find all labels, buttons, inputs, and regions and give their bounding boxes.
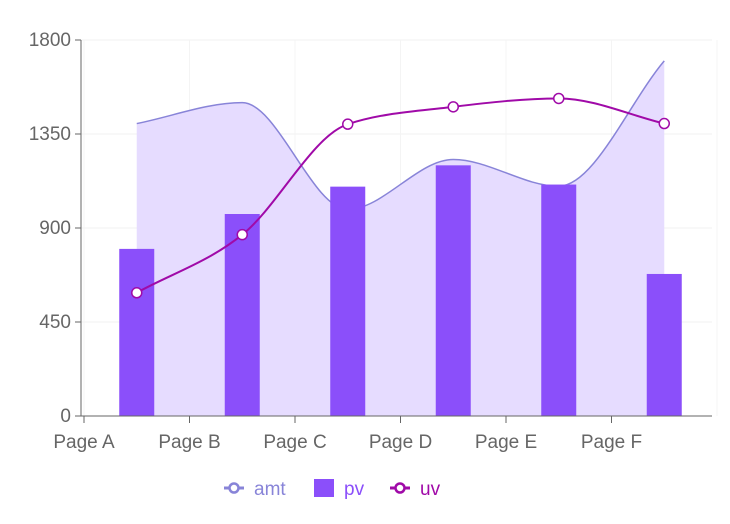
y-tick-label: 900: [39, 218, 71, 239]
amt-area-series: [136, 60, 665, 417]
pv-bar: [646, 273, 682, 416]
legend-item-uv: uv: [390, 479, 441, 500]
x-tick-label: Page F: [581, 432, 642, 453]
y-tick-label: 450: [39, 312, 71, 333]
x-tick-label: Page C: [263, 432, 326, 453]
axes: 0 450 900 1350 1800 Page A Page B Page C Page D P…: [29, 30, 712, 453]
uv-line-series: [131, 92, 670, 299]
legend-swatch-dot: [228, 482, 240, 494]
x-tick-label: Page B: [158, 432, 220, 453]
legend-label: amt: [254, 479, 286, 500]
y-tick-label: 0: [60, 406, 71, 427]
legend-swatch: [314, 479, 334, 497]
uv-line: [136, 97, 665, 294]
uv-point: [553, 92, 565, 105]
uv-point: [236, 228, 248, 241]
x-tick-label: Page A: [53, 432, 115, 453]
pv-bar: [541, 184, 577, 416]
y-tick-label: 1800: [29, 30, 71, 51]
uv-point: [658, 117, 670, 130]
legend-label: uv: [420, 479, 441, 500]
legend: amt pv uv: [224, 479, 441, 500]
pv-bar: [224, 214, 260, 416]
amt-area-fill: [136, 60, 665, 417]
legend-item-amt: amt: [224, 479, 286, 500]
legend-label: pv: [344, 479, 365, 500]
uv-point: [447, 101, 459, 113]
legend-item-pv: pv: [314, 479, 365, 500]
pv-bar: [330, 186, 366, 416]
x-tick-label: Page D: [369, 432, 432, 453]
uv-point: [342, 118, 354, 130]
pv-bar: [435, 165, 471, 416]
amt-area-line: [136, 60, 665, 211]
x-tick-label: Page E: [475, 432, 537, 453]
uv-point: [131, 287, 143, 299]
legend-swatch-dot: [394, 482, 406, 494]
y-tick-label: 1350: [29, 124, 71, 145]
pv-bar: [119, 248, 155, 416]
pv-bar-series: [119, 165, 682, 416]
